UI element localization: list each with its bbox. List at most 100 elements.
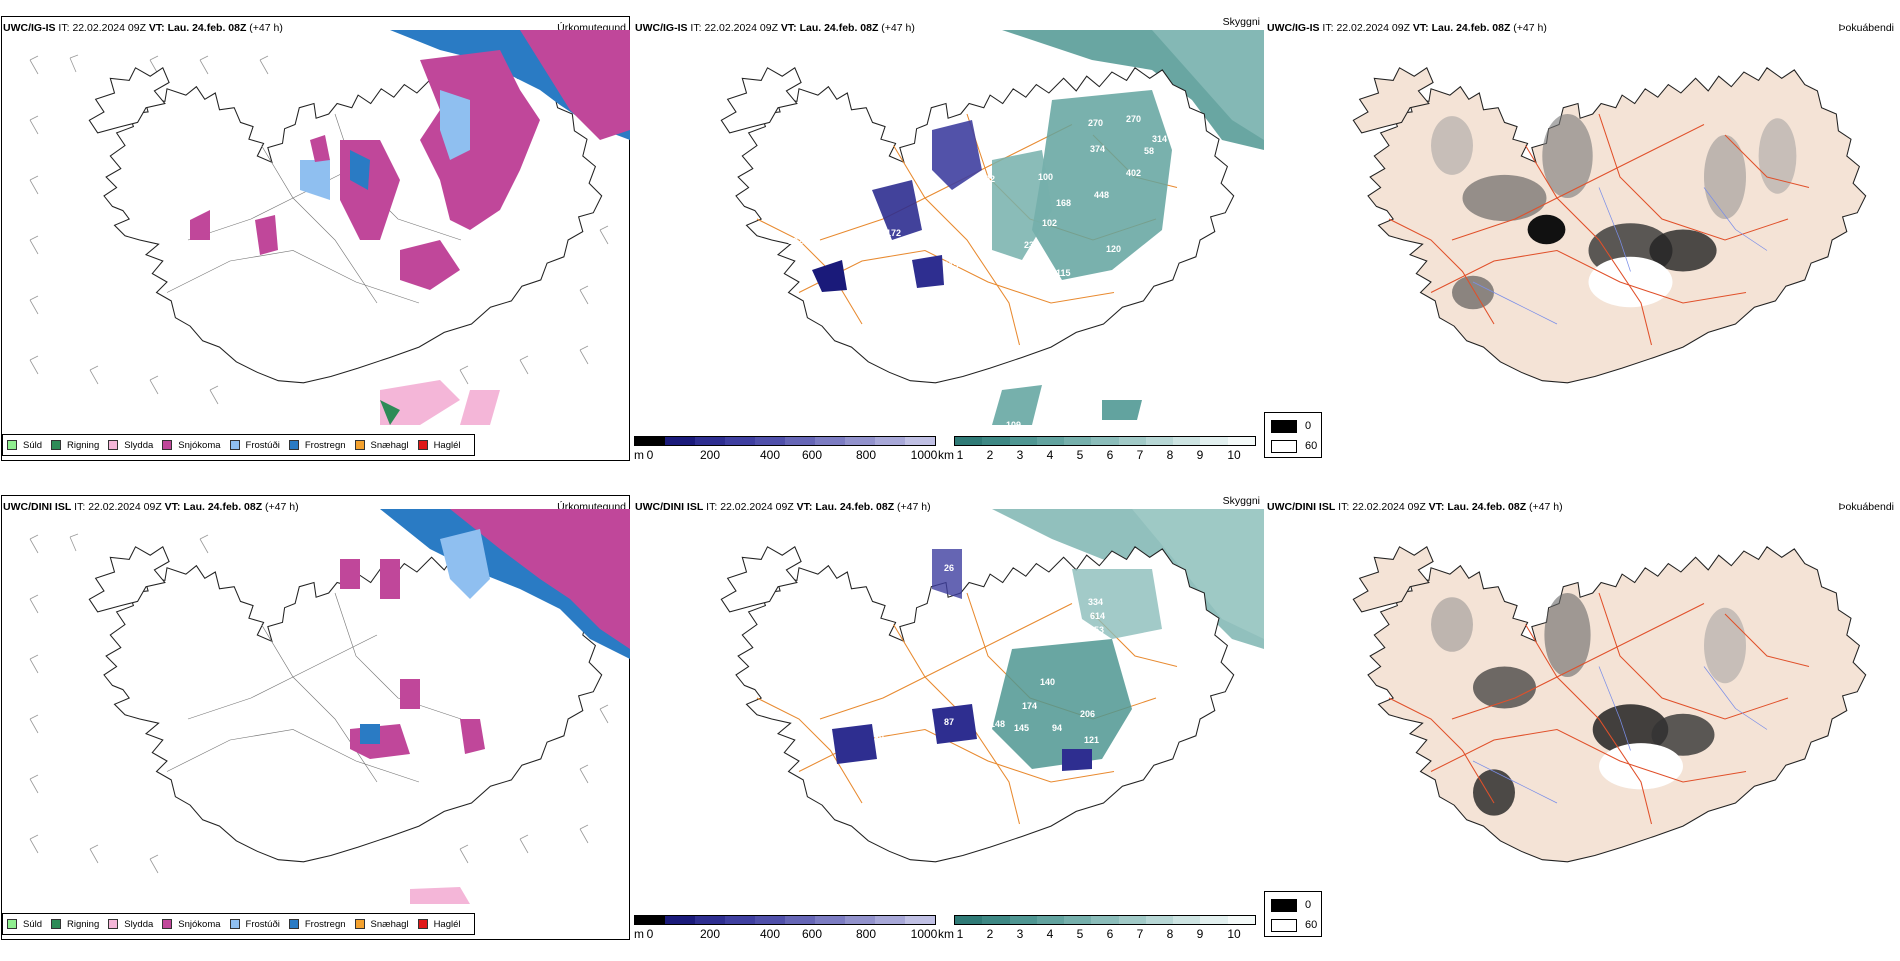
map-value-label: 109	[1006, 420, 1021, 430]
legend-swatch	[354, 440, 365, 450]
legend-item: Frostúði	[229, 440, 280, 451]
precip-legend: Súld Rigning Slydda Snjókoma Frostúði Fr…	[2, 434, 475, 456]
map-value-label: 100	[1038, 172, 1053, 182]
map-value-label: 175	[1018, 270, 1033, 280]
tick-label: 1000	[910, 448, 938, 462]
tick-label: 5	[1076, 927, 1084, 941]
legend-swatch	[162, 440, 173, 450]
fog-swatch	[1271, 440, 1297, 453]
legend-item: Slydda	[108, 440, 153, 451]
panel-title: UWC/IG-IS IT: 22.02.2024 09Z VT: Lau. 24…	[1267, 22, 1547, 34]
tick-label: 1	[956, 927, 964, 941]
fog-legend-label: 60	[1305, 919, 1318, 931]
legend-item: Snjókoma	[162, 919, 221, 930]
tick-label: 1000	[910, 927, 938, 941]
fog-legend: 0 60	[1264, 412, 1322, 458]
panel-name: Þokuábendi	[1838, 501, 1894, 513]
map-value-label: 89	[874, 733, 884, 743]
map-value-label: 145	[1014, 723, 1029, 733]
fog-indicator-panel: UWC/DINI ISL IT: 22.02.2024 09Z VT: Lau.…	[1264, 491, 1900, 961]
tick-label: 10	[1227, 448, 1241, 462]
legend-swatch	[288, 440, 299, 450]
map-value-label: 140	[1040, 677, 1055, 687]
cloudbase-unit: m	[634, 927, 644, 941]
panel-name: Skyggni	[1222, 495, 1260, 507]
map-value-label: 206	[1080, 709, 1095, 719]
map-value-label: 148	[990, 719, 1005, 729]
map-value-label: 187	[996, 258, 1011, 268]
map-value-label: 120	[1106, 244, 1121, 254]
visibility-colorbar	[954, 915, 1256, 925]
tick-label: 6	[1106, 927, 1114, 941]
legend-swatch	[51, 440, 62, 450]
legend-item: Súld	[7, 919, 42, 930]
tick-label: 7	[1136, 448, 1144, 462]
visibility-ticks: 1 2 3 4 5 6 7 8 9 10	[954, 927, 1256, 941]
tick-label: 9	[1196, 927, 1204, 941]
tick-label: 1	[956, 448, 964, 462]
cloudbase-unit: m	[634, 448, 644, 462]
tick-label: 800	[855, 448, 877, 462]
tick-label: 200	[699, 927, 721, 941]
tick-label: 2	[986, 448, 994, 462]
map-value-label: 116	[896, 713, 911, 723]
legend-swatch	[162, 919, 173, 929]
map-value-label: 314	[1152, 134, 1167, 144]
tick-label: 7	[1136, 927, 1144, 941]
legend-swatch	[229, 919, 240, 929]
legend-item: Snæhagl	[354, 919, 409, 930]
fog-map	[1352, 546, 1867, 863]
map-value-label: 58	[1144, 146, 1154, 156]
visibility-colorbar	[954, 436, 1256, 446]
legend-item: Slydda	[108, 919, 153, 930]
panel-title: UWC/DINI ISL IT: 22.02.2024 09Z VT: Lau.…	[1267, 501, 1563, 513]
precip-map	[29, 509, 630, 904]
tick-label: 3	[1016, 927, 1024, 941]
tick-label: 400	[759, 448, 781, 462]
legend-item: Súld	[7, 440, 42, 451]
map-value-label: 87	[944, 717, 954, 727]
cloudbase-areas	[832, 549, 1162, 771]
precip-legend: Súld Rigning Slydda Snjókoma Frostúði Fr…	[2, 913, 475, 935]
visibility-ticks: 1 2 3 4 5 6 7 8 9 10	[954, 448, 1256, 462]
panel-name: Þokuábendi	[1838, 22, 1894, 34]
fog-legend: 0 60	[1264, 891, 1322, 937]
map-value-label: 172	[886, 228, 901, 238]
map-value-label: 102	[1042, 218, 1057, 228]
map-value-label: 27	[980, 202, 990, 212]
map-value-label: 115	[944, 260, 959, 270]
map-value-label: 78	[872, 274, 882, 284]
legend-item: Frostregn	[288, 919, 346, 930]
legend-item: Snæhagl	[354, 440, 409, 451]
map-value-label: 334	[1088, 597, 1103, 607]
fog-swatch	[1271, 420, 1297, 433]
tick-label: 8	[1166, 448, 1174, 462]
panel-title: UWC/IG-IS IT: 22.02.2024 09Z VT: Lau. 24…	[635, 22, 915, 34]
map-value-label: 53	[1094, 625, 1104, 635]
cloudbase-colorbar	[634, 436, 936, 446]
map-value-label: 1021	[788, 236, 808, 246]
legend-item: Frostregn	[288, 440, 346, 451]
map-value-label: 231	[1024, 240, 1039, 250]
map-frame	[1, 495, 630, 940]
map-value-label: 109	[894, 256, 909, 266]
map-value-label: 270	[1126, 114, 1141, 124]
map-value-label: 174	[1022, 701, 1037, 711]
forecast-row-igis: UWC/IG-IS IT: 22.02.2024 09Z VT: Lau. 24…	[0, 12, 1900, 482]
legend-item: Snjókoma	[162, 440, 221, 451]
panel-title: UWC/DINI ISL IT: 22.02.2024 09Z VT: Lau.…	[635, 501, 931, 513]
legend-item: Haglél	[417, 919, 461, 930]
map-value-label: 94	[1052, 723, 1062, 733]
tick-label: 400	[759, 927, 781, 941]
fog-shading	[1431, 114, 1797, 310]
cloudbase-visibility-panel: UWC/IG-IS IT: 22.02.2024 09Z VT: Lau. 24…	[632, 12, 1264, 482]
cloudbase-labels: 270 270 374 314 58 402 448 100 168 102 2…	[788, 114, 1167, 430]
fog-map	[1352, 67, 1867, 384]
precip-map	[29, 30, 630, 425]
legend-swatch	[108, 440, 119, 450]
forecast-row-dini: UWC/DINI ISL IT: 22.02.2024 09Z VT: Lau.…	[0, 491, 1900, 961]
legend-item: Haglél	[417, 440, 461, 451]
tick-label: 3	[1016, 448, 1024, 462]
tick-label: 2	[986, 927, 994, 941]
tick-label: 800	[855, 927, 877, 941]
